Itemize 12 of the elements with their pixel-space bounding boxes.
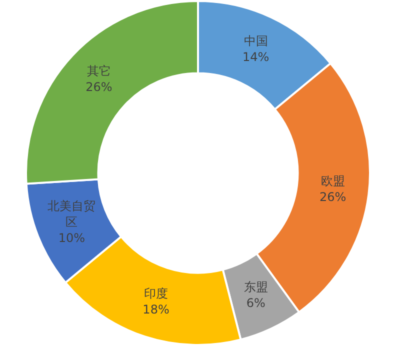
data-label: 14%	[242, 50, 270, 64]
data-label: 6%	[246, 296, 266, 310]
slice-label: 印度	[144, 286, 168, 300]
data-label: 10%	[58, 231, 85, 246]
slice-label: 中国	[244, 34, 268, 48]
data-label: 26%	[86, 80, 112, 94]
slice-label: 北美自贸区	[48, 199, 96, 230]
data-label: 18%	[142, 302, 170, 316]
slice-label: 欧盟	[320, 174, 345, 188]
data-label: 26%	[319, 190, 346, 204]
slice-label: 其它	[86, 64, 111, 78]
slice-label: 东盟	[244, 280, 268, 294]
